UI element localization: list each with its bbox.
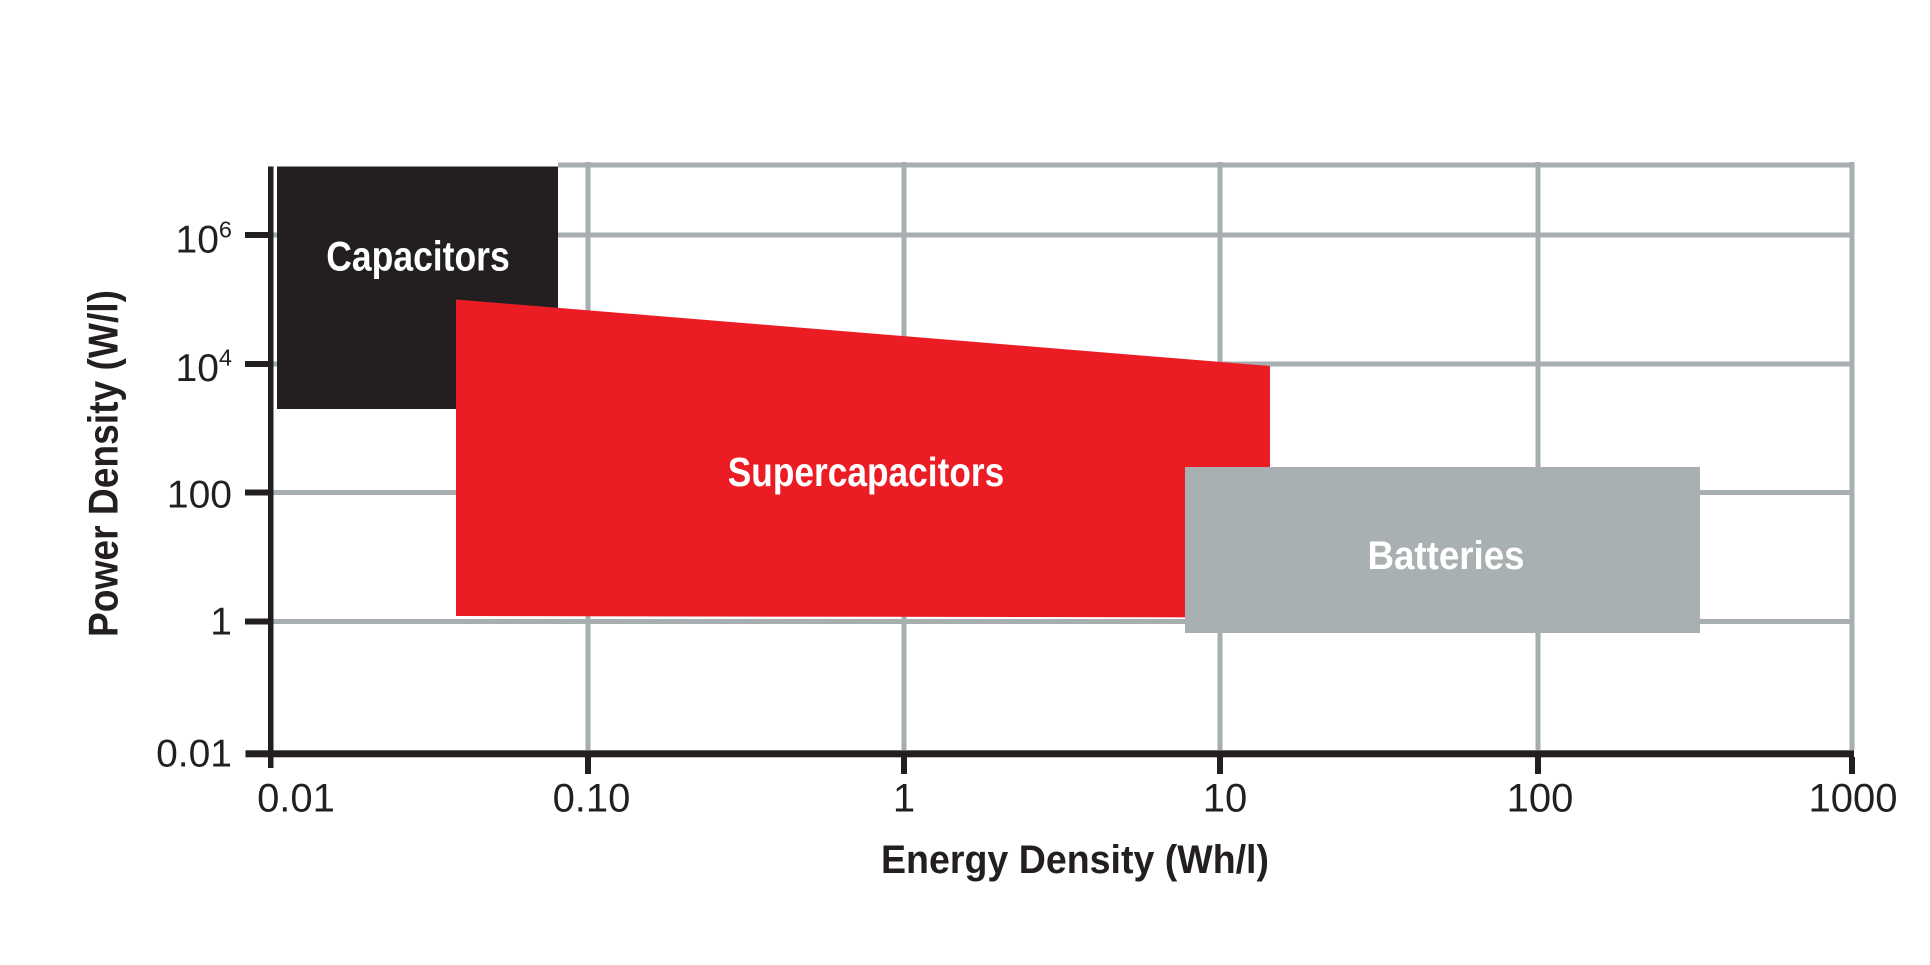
svg-text:1: 1 bbox=[893, 777, 915, 821]
svg-text:0.01: 0.01 bbox=[257, 777, 335, 821]
svg-text:Energy Density (Wh/l): Energy Density (Wh/l) bbox=[881, 838, 1269, 882]
svg-text:100: 100 bbox=[1507, 777, 1574, 821]
svg-text:Batteries: Batteries bbox=[1368, 534, 1525, 578]
svg-text:106: 106 bbox=[176, 216, 232, 261]
svg-text:0.01: 0.01 bbox=[156, 733, 232, 776]
svg-text:Power Density (W/l): Power Density (W/l) bbox=[80, 290, 127, 637]
svg-text:1000: 1000 bbox=[1809, 777, 1898, 821]
svg-text:1: 1 bbox=[210, 601, 232, 644]
svg-text:104: 104 bbox=[176, 345, 232, 390]
svg-text:10: 10 bbox=[1203, 777, 1248, 821]
svg-text:Capacitors: Capacitors bbox=[326, 233, 510, 280]
svg-text:Supercapacitors: Supercapacitors bbox=[728, 449, 1005, 495]
svg-text:0.10: 0.10 bbox=[553, 777, 631, 821]
svg-text:100: 100 bbox=[167, 474, 232, 517]
